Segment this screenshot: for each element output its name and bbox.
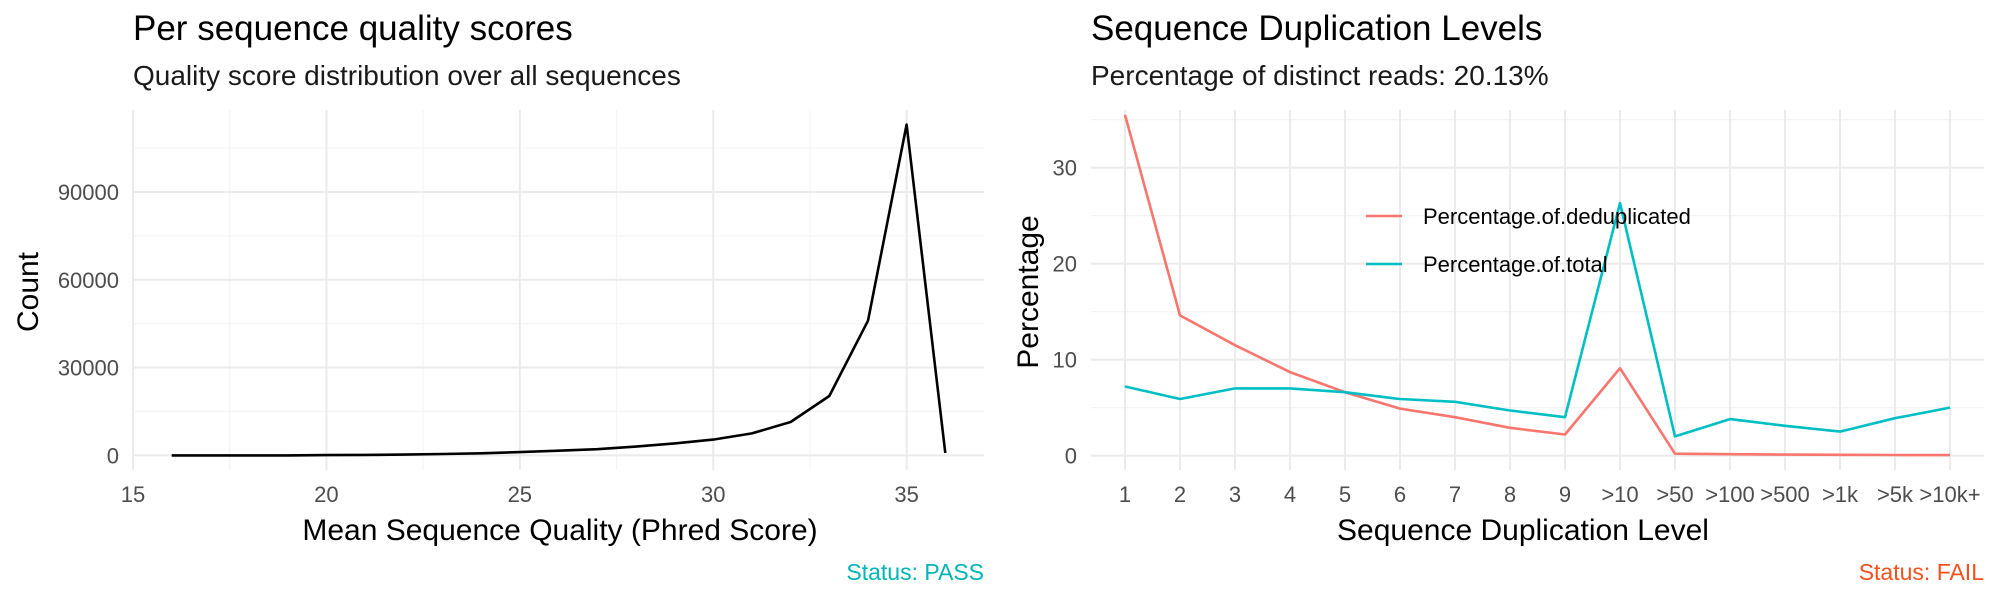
x-tick-label: 30 bbox=[701, 482, 725, 507]
grid bbox=[1091, 110, 1984, 470]
y-tick-label: 90000 bbox=[58, 180, 119, 205]
quality-line bbox=[171, 123, 947, 457]
legend: Percentage.of.deduplicated Percentage.of.… bbox=[1366, 204, 1691, 277]
series-line-percentage-of-total bbox=[1124, 201, 1951, 438]
x-tick-label: 3 bbox=[1229, 482, 1241, 507]
status-label: Status: PASS bbox=[846, 559, 984, 585]
axis-ticks: 1 2 3 4 5 6 7 8 9 >10 >50 >100 >500 >1k >5k >10k+ 0 10 20 3… bbox=[1053, 156, 1981, 507]
quality-scores-chart: Per sequence quality scores Quality scor… bbox=[12, 9, 984, 585]
x-tick-label: >50 bbox=[1656, 482, 1693, 507]
x-tick-label: >5k bbox=[1877, 482, 1914, 507]
y-tick-label: 60000 bbox=[58, 268, 119, 293]
y-tick-label: 10 bbox=[1053, 348, 1077, 373]
x-tick-label: >10 bbox=[1601, 482, 1638, 507]
legend-label: Percentage.of.total bbox=[1423, 252, 1608, 277]
x-tick-label: 5 bbox=[1339, 482, 1351, 507]
x-tick-label: 2 bbox=[1174, 482, 1186, 507]
series-lines bbox=[1123, 114, 1951, 457]
series-lines bbox=[171, 123, 947, 457]
x-tick-label: >100 bbox=[1705, 482, 1755, 507]
chart-subtitle: Percentage of distinct reads: 20.13% bbox=[1091, 60, 1549, 91]
x-tick-label: 8 bbox=[1504, 482, 1516, 507]
x-axis-title: Sequence Duplication Level bbox=[1337, 514, 1709, 547]
x-tick-label: 6 bbox=[1394, 482, 1406, 507]
y-axis-title: Count bbox=[12, 251, 45, 332]
x-tick-label: 35 bbox=[894, 482, 918, 507]
x-tick-label: 15 bbox=[121, 482, 145, 507]
x-tick-label: 4 bbox=[1284, 482, 1296, 507]
y-tick-label: 30000 bbox=[58, 356, 119, 381]
x-tick-label: >500 bbox=[1760, 482, 1810, 507]
chart-title: Per sequence quality scores bbox=[133, 9, 573, 48]
grid bbox=[132, 110, 984, 470]
duplication-levels-chart: Sequence Duplication Levels Percentage o… bbox=[1012, 9, 1984, 585]
y-tick-label: 0 bbox=[107, 443, 119, 468]
y-tick-label: 20 bbox=[1053, 252, 1077, 277]
axis-ticks: 15 20 25 30 35 0 30000 60000 90000 bbox=[58, 180, 919, 507]
series-line-percentage-of-deduplicated bbox=[1123, 114, 1951, 457]
chart-title: Sequence Duplication Levels bbox=[1091, 9, 1542, 48]
x-tick-label: 20 bbox=[314, 482, 338, 507]
y-tick-label: 0 bbox=[1065, 444, 1077, 469]
y-axis-title: Percentage bbox=[1012, 215, 1045, 368]
x-tick-label: >1k bbox=[1822, 482, 1859, 507]
x-axis-title: Mean Sequence Quality (Phred Score) bbox=[302, 514, 817, 547]
x-tick-label: 25 bbox=[508, 482, 532, 507]
legend-label: Percentage.of.deduplicated bbox=[1423, 204, 1691, 229]
x-tick-label: 9 bbox=[1559, 482, 1571, 507]
chart-subtitle: Quality score distribution over all sequ… bbox=[133, 60, 681, 91]
y-tick-label: 30 bbox=[1053, 156, 1077, 181]
status-label: Status: FAIL bbox=[1859, 559, 1984, 585]
x-tick-label: 1 bbox=[1119, 482, 1131, 507]
x-tick-label: >10k+ bbox=[1919, 482, 1980, 507]
x-tick-label: 7 bbox=[1449, 482, 1461, 507]
